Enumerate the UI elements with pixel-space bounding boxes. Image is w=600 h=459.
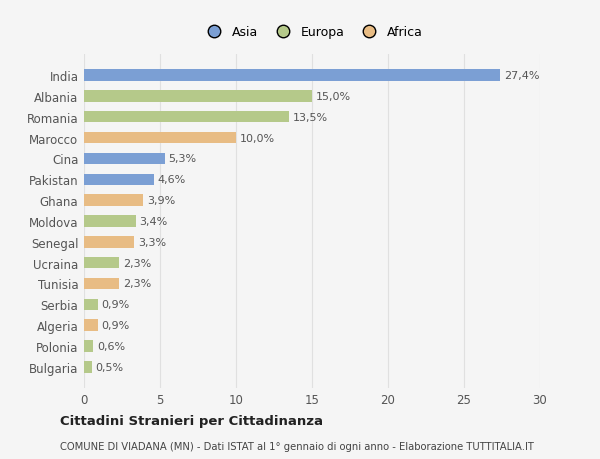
Bar [84,216,136,227]
Bar [84,341,93,352]
Bar [84,133,236,144]
Bar [84,299,98,310]
Text: COMUNE DI VIADANA (MN) - Dati ISTAT al 1° gennaio di ogni anno - Elaborazione TU: COMUNE DI VIADANA (MN) - Dati ISTAT al 1… [60,441,534,451]
Text: 0,9%: 0,9% [101,300,130,310]
Text: 3,4%: 3,4% [139,217,168,226]
Text: 0,9%: 0,9% [101,320,130,330]
Text: 10,0%: 10,0% [240,133,275,143]
Text: 0,6%: 0,6% [97,341,125,351]
Text: 2,3%: 2,3% [123,258,151,268]
Bar [84,174,154,185]
Text: 4,6%: 4,6% [158,175,186,185]
Text: 15,0%: 15,0% [316,92,351,102]
Text: Cittadini Stranieri per Cittadinanza: Cittadini Stranieri per Cittadinanza [60,414,323,428]
Bar [84,195,143,207]
Text: 13,5%: 13,5% [293,112,328,123]
Legend: Asia, Europa, Africa: Asia, Europa, Africa [197,22,427,45]
Text: 27,4%: 27,4% [504,71,540,81]
Bar [84,153,164,165]
Bar [84,91,312,102]
Text: 2,3%: 2,3% [123,279,151,289]
Bar [84,278,119,290]
Text: 3,3%: 3,3% [138,237,166,247]
Bar [84,257,119,269]
Bar [84,112,289,123]
Text: 5,3%: 5,3% [169,154,196,164]
Bar [84,70,500,82]
Bar [84,236,134,248]
Bar [84,320,98,331]
Text: 0,5%: 0,5% [95,362,124,372]
Bar [84,361,92,373]
Text: 3,9%: 3,9% [147,196,175,206]
